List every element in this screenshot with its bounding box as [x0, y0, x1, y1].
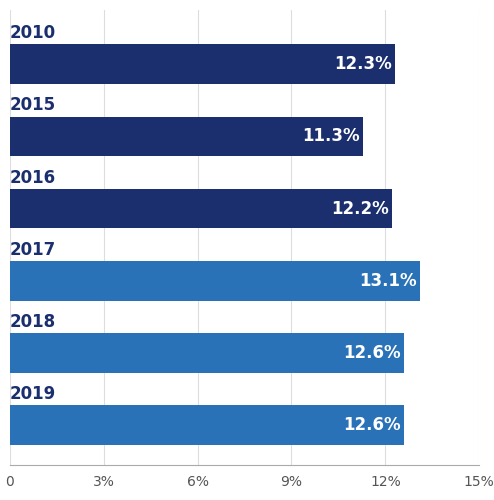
Bar [10, 406, 404, 445]
Bar [10, 44, 395, 84]
Text: 13.1%: 13.1% [359, 272, 416, 290]
Text: 11.3%: 11.3% [303, 128, 360, 146]
Text: 2019: 2019 [10, 385, 56, 403]
Text: 12.2%: 12.2% [330, 200, 388, 218]
Text: 2017: 2017 [10, 241, 56, 259]
Text: 2015: 2015 [10, 96, 56, 114]
Text: 2018: 2018 [10, 313, 56, 331]
Text: 2010: 2010 [10, 24, 56, 42]
Text: 2016: 2016 [10, 168, 56, 186]
Text: 12.6%: 12.6% [343, 344, 401, 362]
Text: 12.6%: 12.6% [343, 416, 401, 434]
Bar [10, 333, 404, 373]
Bar [10, 261, 420, 300]
Bar [10, 116, 364, 156]
Text: 12.3%: 12.3% [334, 55, 392, 73]
Bar [10, 188, 392, 228]
